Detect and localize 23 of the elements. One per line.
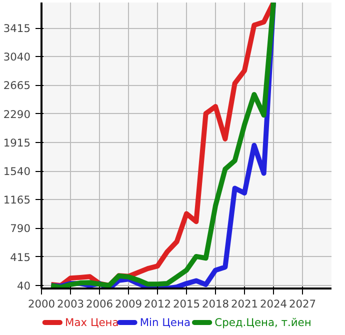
y-tick-label: 3040 <box>3 50 31 64</box>
x-tick-label: 2018 <box>202 298 230 310</box>
y-tick-label: 1540 <box>3 165 31 178</box>
x-tick-label: 2024 <box>260 298 288 310</box>
x-tick-label: 2015 <box>172 298 200 310</box>
x-tick-label: 2003 <box>56 298 84 310</box>
y-tick-label: 2665 <box>3 79 31 92</box>
y-tick-label: 415 <box>10 250 31 264</box>
legend-label: Сред.Цена, т.йен <box>214 316 312 329</box>
x-tick-label: 2006 <box>86 298 114 310</box>
x-tick-label: 2000 <box>28 298 56 310</box>
y-tick-label: 40 <box>16 279 31 292</box>
y-tick-label: 1915 <box>3 136 31 150</box>
y-tick-label: 3415 <box>3 22 31 36</box>
y-tick-label: 1165 <box>3 194 31 207</box>
x-tick-label: 2012 <box>144 298 172 310</box>
legend-label: Min Цена <box>140 316 190 329</box>
legend-label: Max Цена <box>65 316 119 329</box>
x-tick-label: 2009 <box>114 298 142 310</box>
y-tick-label: 2290 <box>3 108 31 121</box>
x-tick-label: 2027 <box>288 298 316 310</box>
x-tick-label: 2021 <box>230 298 258 310</box>
y-tick-label: 790 <box>10 222 31 236</box>
